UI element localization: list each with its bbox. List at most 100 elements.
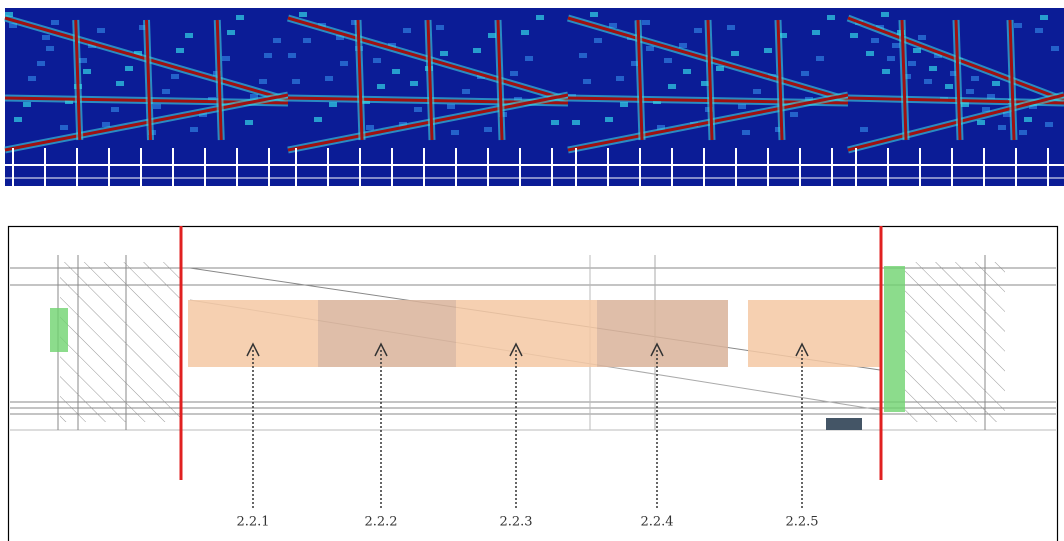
drawing: 2.2.12.2.22.2.32.2.42.2.5 <box>9 226 1058 541</box>
scan-noise <box>668 84 676 89</box>
section-area <box>188 300 318 367</box>
scan-noise <box>827 15 835 20</box>
scan-noise <box>536 15 544 20</box>
scan-noise <box>1024 117 1032 122</box>
section-label: 2.2.2 <box>364 515 397 530</box>
scan-noise <box>329 102 337 107</box>
scan-noise <box>245 120 253 125</box>
scan-noise <box>436 25 444 30</box>
scan-noise <box>299 12 307 17</box>
scan-noise <box>116 81 124 86</box>
scan-noise <box>971 76 979 81</box>
marker <box>50 308 68 352</box>
scan-noise <box>727 25 735 30</box>
scan-noise <box>392 69 400 74</box>
section-label: 2.2.5 <box>785 515 818 530</box>
scan-noise <box>125 66 133 71</box>
scan-noise <box>414 107 422 112</box>
section-area <box>597 300 728 367</box>
scan-noise <box>484 127 492 132</box>
scan-noise <box>51 20 59 25</box>
scan-noise <box>42 35 50 40</box>
scan-noise <box>102 122 110 127</box>
scan-noise <box>642 20 650 25</box>
scan-noise <box>1045 122 1053 127</box>
scan-noise <box>966 89 974 94</box>
scan-noise <box>227 30 235 35</box>
scan-noise <box>572 120 580 125</box>
scan-noise <box>303 38 311 43</box>
scan-noise <box>924 79 932 84</box>
scan-noise <box>977 120 985 125</box>
scan-noise <box>753 89 761 94</box>
scan-noise <box>616 76 624 81</box>
scan-noise <box>28 76 36 81</box>
scan-noise <box>860 127 868 132</box>
scan-noise <box>521 30 529 35</box>
scan-noise <box>1019 130 1027 135</box>
scan-noise <box>1040 15 1048 20</box>
scan-noise <box>801 71 809 76</box>
figure: 2.2.12.2.22.2.32.2.42.2.5 <box>0 0 1064 541</box>
scan-noise <box>23 102 31 107</box>
scan-noise <box>731 51 739 56</box>
section-area <box>748 300 880 367</box>
scan-noise <box>551 120 559 125</box>
scan-noise <box>236 15 244 20</box>
scan-noise <box>683 69 691 74</box>
scan-noise <box>403 28 411 33</box>
section-area <box>318 300 456 367</box>
scan-noise <box>871 38 879 43</box>
marker <box>884 266 905 412</box>
scan-noise <box>373 58 381 63</box>
scan-noise <box>222 56 230 61</box>
scan-noise <box>46 46 54 51</box>
section-label: 2.2.3 <box>499 515 532 530</box>
marker <box>826 418 862 430</box>
scan-noise <box>579 53 587 58</box>
scan-noise <box>892 43 900 48</box>
scan-noise <box>742 130 750 135</box>
scan-noise <box>377 84 385 89</box>
scan-noise <box>590 12 598 17</box>
scan-noise <box>440 51 448 56</box>
scan-noise <box>525 56 533 61</box>
scan-noise <box>273 38 281 43</box>
scan-noise <box>185 33 193 38</box>
scan-noise <box>850 33 858 38</box>
scan-noise <box>60 125 68 130</box>
scan-noise <box>646 46 654 51</box>
scan-noise <box>790 112 798 117</box>
hatch <box>905 262 1005 422</box>
scan-noise <box>583 79 591 84</box>
scan-noise <box>473 48 481 53</box>
scan-noise <box>462 89 470 94</box>
scan-noise <box>451 130 459 135</box>
scan-noise <box>605 117 613 122</box>
scan-noise <box>998 125 1006 130</box>
scan-noise <box>176 48 184 53</box>
scan-noise <box>264 53 272 58</box>
page: 2.2.12.2.22.2.32.2.42.2.5 (() => { const… <box>0 0 1064 541</box>
scan-noise <box>111 107 119 112</box>
scan-noise <box>908 61 916 66</box>
scan-noise <box>488 33 496 38</box>
scan-noise <box>510 71 518 76</box>
scan-noise <box>918 35 926 40</box>
scan-noise <box>664 58 672 63</box>
scan-noise <box>694 28 702 33</box>
scan-noise <box>37 61 45 66</box>
scan-noise <box>292 79 300 84</box>
scan-noise <box>1051 46 1059 51</box>
scan-noise <box>171 74 179 79</box>
scan-noise <box>340 61 348 66</box>
scan-noise <box>594 38 602 43</box>
scan-noise <box>259 79 267 84</box>
scan-noise <box>153 104 161 109</box>
scan-noise <box>620 102 628 107</box>
scan-noise <box>325 76 333 81</box>
scan-noise <box>992 81 1000 86</box>
section-label: 2.2.1 <box>236 515 269 530</box>
scan-noise <box>866 51 874 56</box>
scan-noise <box>190 127 198 132</box>
